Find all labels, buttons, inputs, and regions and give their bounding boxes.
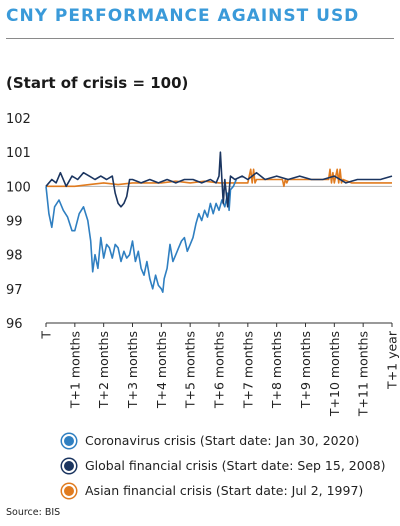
title-divider [6, 38, 394, 39]
chart-legend: Coronavirus crisis (Start date: Jan 30, … [62, 428, 385, 503]
legend-label-coronavirus: Coronavirus crisis (Start date: Jan 30, … [85, 433, 360, 448]
y-tick-label-100: 100 [6, 180, 31, 195]
x-tick-label-0: T [39, 331, 54, 340]
legend-item-asian-financial: Asian financial crisis (Start date: Jul … [62, 478, 385, 503]
x-tick-label-4: T+4 months [154, 331, 169, 409]
chart-subtitle: (Start of crisis = 100) [6, 74, 189, 92]
x-tick-label-3: T+3 months [125, 331, 140, 409]
series-line-2 [46, 168, 392, 188]
legend-item-global-financial: Global financial crisis (Start date: Sep… [62, 453, 385, 478]
y-tick-label-97: 97 [6, 283, 23, 298]
x-tick-label-7: T+7 months [240, 331, 255, 409]
series-line-1 [45, 151, 393, 208]
y-tick-label-102: 102 [6, 112, 31, 127]
legend-label-asian-financial: Asian financial crisis (Start date: Jul … [85, 483, 364, 498]
legend-marker-coronavirus [62, 433, 76, 448]
x-tick-label-5: T+5 months [183, 331, 198, 409]
x-tick-label-9: T+9 months [298, 331, 313, 409]
x-tick-label-10: T+10 months [327, 331, 342, 417]
y-tick-label-96: 96 [6, 317, 23, 332]
legend-marker-global-financial [62, 458, 76, 473]
x-tick-label-12: T+1 year [385, 330, 400, 390]
y-tick-label-101: 101 [6, 146, 31, 161]
series-line-0 [45, 179, 238, 294]
x-tick-label-11: T+11 months [356, 331, 371, 417]
x-tick-label-1: T+1 months [67, 331, 82, 409]
y-tick-label-99: 99 [6, 215, 23, 230]
chart-title: CNY PERFORMANCE AGAINST USD [6, 6, 360, 26]
y-tick-label-98: 98 [6, 249, 23, 264]
legend-item-coronavirus: Coronavirus crisis (Start date: Jan 30, … [62, 428, 385, 453]
legend-marker-asian-financial [62, 483, 76, 498]
source-note: Source: BIS [6, 507, 61, 518]
x-tick-label-2: T+2 months [96, 331, 111, 409]
legend-label-global-financial: Global financial crisis (Start date: Sep… [85, 458, 386, 473]
x-tick-label-6: T+6 months [212, 331, 227, 409]
x-tick-label-8: T+8 months [269, 331, 284, 409]
